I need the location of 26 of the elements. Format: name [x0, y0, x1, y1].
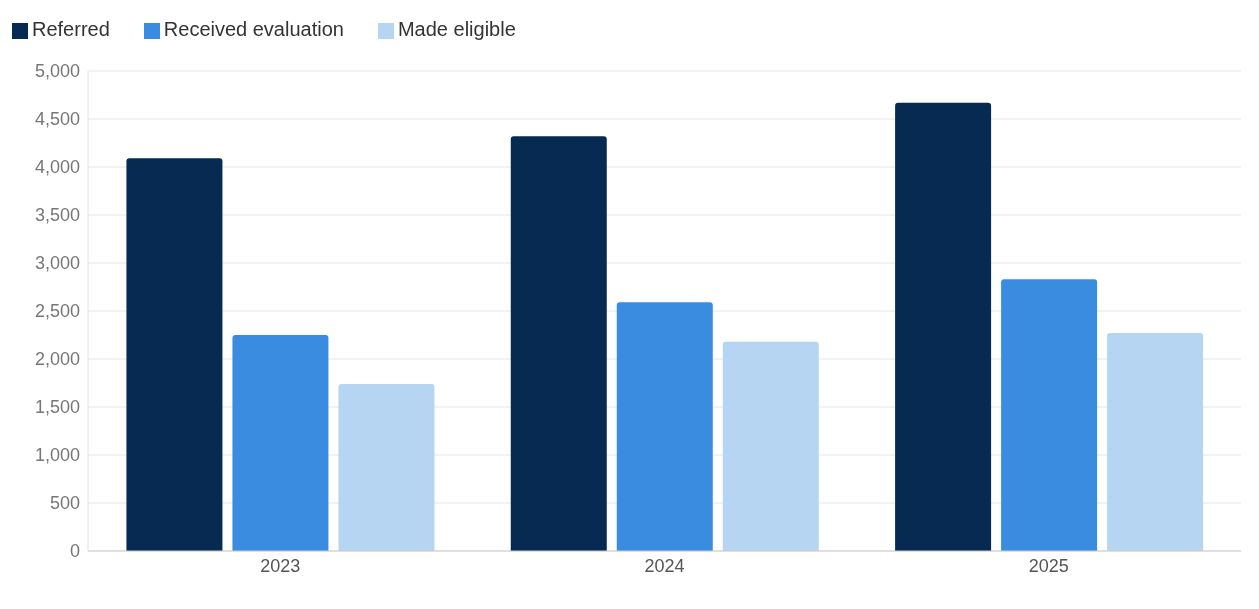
bar	[895, 102, 992, 551]
y-tick-label: 2,000	[34, 349, 80, 370]
y-tick-label: 3,500	[34, 205, 80, 226]
y-tick-label: 4,000	[34, 157, 80, 178]
bar	[1001, 279, 1098, 551]
y-tick-label: 1,000	[34, 445, 80, 466]
y-tick-label: 4,500	[34, 109, 80, 130]
legend-label: Received evaluation	[163, 18, 344, 40]
y-tick-label: 1,500	[34, 397, 80, 418]
y-tick-label: 3,000	[34, 253, 80, 274]
x-tick-label: 2023	[260, 555, 301, 576]
y-tick-label: 2,500	[34, 301, 80, 322]
bar	[1107, 333, 1204, 551]
legend-label: Referred	[32, 18, 110, 40]
legend-label: Made eligible	[397, 18, 516, 40]
bar	[126, 158, 223, 551]
bar	[338, 383, 435, 551]
y-tick-label: 0	[69, 541, 80, 562]
x-tick-label: 2024	[644, 555, 685, 576]
y-tick-label: 500	[49, 493, 80, 514]
bar	[510, 136, 607, 551]
y-tick-label: 5,000	[34, 61, 80, 82]
x-tick-label: 2025	[1028, 555, 1069, 576]
bar	[616, 302, 713, 551]
bar	[232, 335, 329, 551]
bar	[722, 341, 819, 551]
